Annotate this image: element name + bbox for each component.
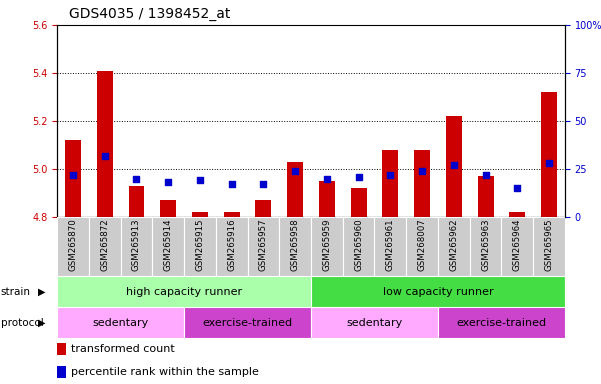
Text: high capacity runner: high capacity runner [126,287,242,297]
Bar [129,186,144,217]
Point [322,175,332,182]
Text: GSM265916: GSM265916 [227,219,236,271]
Point [449,162,459,168]
Text: GSM265870: GSM265870 [69,219,78,271]
Bar [97,71,112,217]
Point [545,160,554,166]
Text: GSM265915: GSM265915 [195,219,204,271]
Text: GSM265959: GSM265959 [322,219,331,271]
Text: sedentary: sedentary [93,318,148,328]
Point [163,179,173,185]
Bar [65,140,81,217]
Bar [57,217,89,276]
Bar [121,217,152,276]
Point [132,175,141,182]
Text: GDS4035 / 1398452_at: GDS4035 / 1398452_at [69,7,231,21]
Bar [224,212,240,217]
Bar [279,217,311,276]
Bar [216,217,248,276]
Text: GSM265964: GSM265964 [513,219,522,271]
Text: GSM265960: GSM265960 [354,219,363,271]
Text: low capacity runner: low capacity runner [383,287,493,297]
Bar [57,276,311,307]
Bar [406,217,438,276]
Bar [343,217,374,276]
Point [386,172,395,178]
Bar [541,92,557,217]
Bar [89,217,121,276]
Bar [414,150,430,217]
Bar [470,217,501,276]
Bar [192,212,208,217]
Text: GSM268007: GSM268007 [418,219,427,271]
Text: GSM265913: GSM265913 [132,219,141,271]
Text: transformed count: transformed count [72,344,175,354]
Point [258,181,268,187]
Text: ▶: ▶ [38,318,46,328]
Point [481,172,490,178]
Bar [57,343,66,356]
Point [417,168,427,174]
Bar [160,200,176,217]
Bar [311,217,343,276]
Bar [438,217,470,276]
Bar [438,307,565,338]
Point [354,174,364,180]
Bar [478,176,493,217]
Bar [255,200,271,217]
Bar [184,307,311,338]
Text: GSM265957: GSM265957 [259,219,268,271]
Bar [374,217,406,276]
Bar [57,366,66,379]
Bar [248,217,279,276]
Text: GSM265872: GSM265872 [100,219,109,271]
Text: strain: strain [1,287,31,297]
Bar [382,150,398,217]
Bar [351,188,367,217]
Point [195,177,205,184]
Text: GSM265914: GSM265914 [163,219,172,271]
Bar [446,116,462,217]
Text: GSM265962: GSM265962 [450,219,459,271]
Bar [184,217,216,276]
Bar [533,217,565,276]
Text: protocol: protocol [1,318,43,328]
Text: GSM265963: GSM265963 [481,219,490,271]
Text: GSM265961: GSM265961 [386,219,395,271]
Bar [152,217,184,276]
Text: sedentary: sedentary [346,318,403,328]
Point [290,168,300,174]
Text: GSM265958: GSM265958 [291,219,300,271]
Text: exercise-trained: exercise-trained [456,318,546,328]
Point [68,172,78,178]
Bar [287,162,303,217]
Bar [311,276,565,307]
Bar [319,181,335,217]
Point [100,152,109,159]
Bar [57,307,184,338]
Text: GSM265965: GSM265965 [545,219,554,271]
Point [513,185,522,191]
Point [227,181,236,187]
Text: exercise-trained: exercise-trained [203,318,293,328]
Bar [510,212,525,217]
Bar [501,217,533,276]
Text: ▶: ▶ [38,287,46,297]
Text: percentile rank within the sample: percentile rank within the sample [72,367,259,377]
Bar [311,307,438,338]
